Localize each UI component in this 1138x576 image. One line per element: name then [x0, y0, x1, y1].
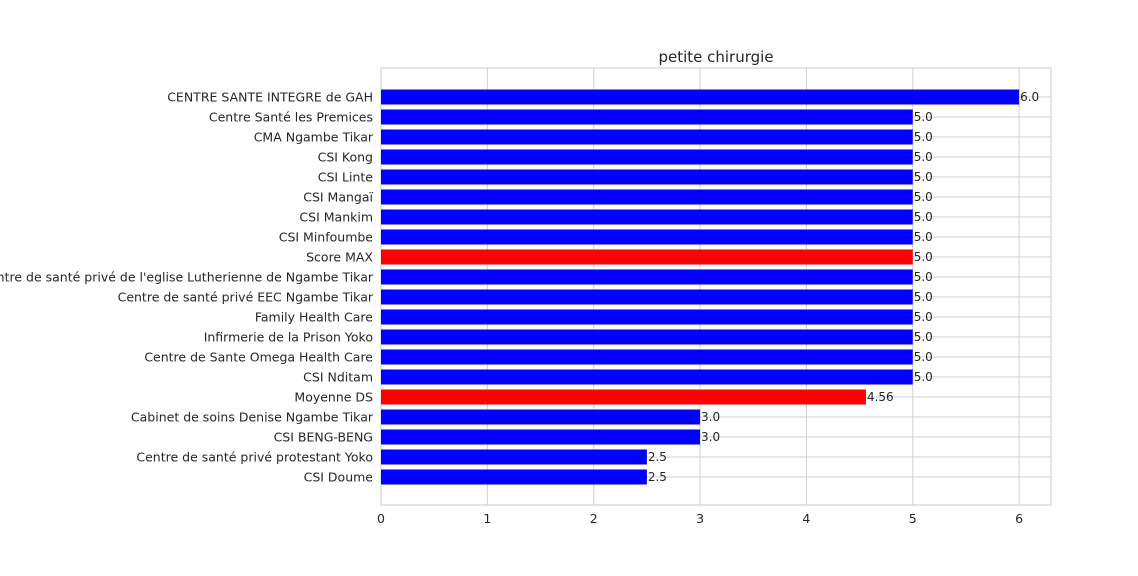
category-label: CSI Mankim — [299, 210, 373, 225]
category-label: Centre de Sante Omega Health Care — [144, 350, 373, 365]
value-label: 5.0 — [914, 230, 933, 244]
category-label: Centre de santé privé EEC Ngambe Tikar — [118, 290, 374, 305]
category-label: Centre Santé les Premices — [209, 110, 373, 125]
bar — [381, 289, 913, 305]
bar — [381, 169, 913, 185]
value-label: 5.0 — [914, 370, 933, 384]
bar — [381, 329, 913, 345]
plot-frame — [380, 67, 1052, 506]
bar — [381, 369, 913, 385]
bar — [381, 249, 913, 265]
bar — [381, 229, 913, 245]
value-label: 3.0 — [701, 430, 720, 444]
bar — [381, 209, 913, 225]
value-label: 2.5 — [648, 450, 667, 464]
bar — [381, 309, 913, 325]
x-tick-label: 6 — [1015, 511, 1023, 526]
x-tick-label: 5 — [909, 511, 917, 526]
value-label: 5.0 — [914, 350, 933, 364]
bar — [381, 449, 647, 465]
bar — [381, 149, 913, 165]
x-axis-ticks: 0 1 2 3 4 5 6 — [377, 511, 1023, 526]
category-label: Centre de santé privé protestant Yoko — [136, 450, 373, 465]
bar — [381, 389, 866, 405]
chart-title: petite chirurgie — [658, 48, 773, 66]
value-label: 5.0 — [914, 110, 933, 124]
bar — [381, 349, 913, 365]
value-label: 2.5 — [648, 470, 667, 484]
bar — [381, 189, 913, 205]
category-label: CSI Linte — [318, 170, 374, 185]
category-label: CSI Minfoumbe — [279, 230, 374, 245]
value-label: 5.0 — [914, 310, 933, 324]
value-label: 6.0 — [1020, 90, 1039, 104]
category-label: CMA Ngambe Tikar — [254, 130, 374, 145]
value-label: 5.0 — [914, 290, 933, 304]
category-label: Family Health Care — [255, 310, 373, 325]
value-label: 5.0 — [914, 270, 933, 284]
bar — [381, 109, 913, 125]
bar — [381, 469, 647, 485]
value-label: 4.56 — [867, 390, 894, 404]
x-tick-label: 3 — [696, 511, 704, 526]
category-label: CSI Mangaï — [303, 190, 373, 205]
value-label: 5.0 — [914, 130, 933, 144]
bar — [381, 409, 701, 425]
value-label: 5.0 — [914, 170, 933, 184]
value-label: 5.0 — [914, 210, 933, 224]
x-tick-label: 4 — [802, 511, 810, 526]
x-tick-label: 2 — [590, 511, 598, 526]
category-label: Moyenne DS — [294, 390, 373, 405]
category-label: Centre de santé privé de l'eglise Luther… — [0, 270, 374, 285]
bars — [381, 89, 1020, 485]
value-label: 3.0 — [701, 410, 720, 424]
category-label: CSI Kong — [318, 150, 373, 165]
value-label: 5.0 — [914, 190, 933, 204]
category-label: Score MAX — [306, 250, 373, 265]
value-label: 5.0 — [914, 330, 933, 344]
bar — [381, 269, 913, 285]
value-label: 5.0 — [914, 250, 933, 264]
x-tick-label: 0 — [377, 511, 385, 526]
category-labels: CENTRE SANTE INTEGRE de GAH Centre Santé … — [0, 90, 374, 485]
category-label: CSI Doume — [304, 470, 374, 485]
category-label: Cabinet de soins Denise Ngambe Tikar — [131, 410, 374, 425]
bar — [381, 429, 701, 445]
bar — [381, 129, 913, 145]
value-label: 5.0 — [914, 150, 933, 164]
category-label: CSI BENG-BENG — [274, 430, 373, 445]
x-tick-label: 1 — [483, 511, 491, 526]
bar — [381, 89, 1020, 105]
category-label: Infirmerie de la Prison Yoko — [204, 330, 373, 345]
value-labels: 6.0 5.0 5.0 5.0 5.0 5.0 5.0 5.0 5.0 5.0 5.0 5.0 5.0 5… — [648, 90, 1039, 484]
category-label: CENTRE SANTE INTEGRE de GAH — [167, 90, 373, 105]
category-label: CSI Nditam — [303, 370, 373, 385]
